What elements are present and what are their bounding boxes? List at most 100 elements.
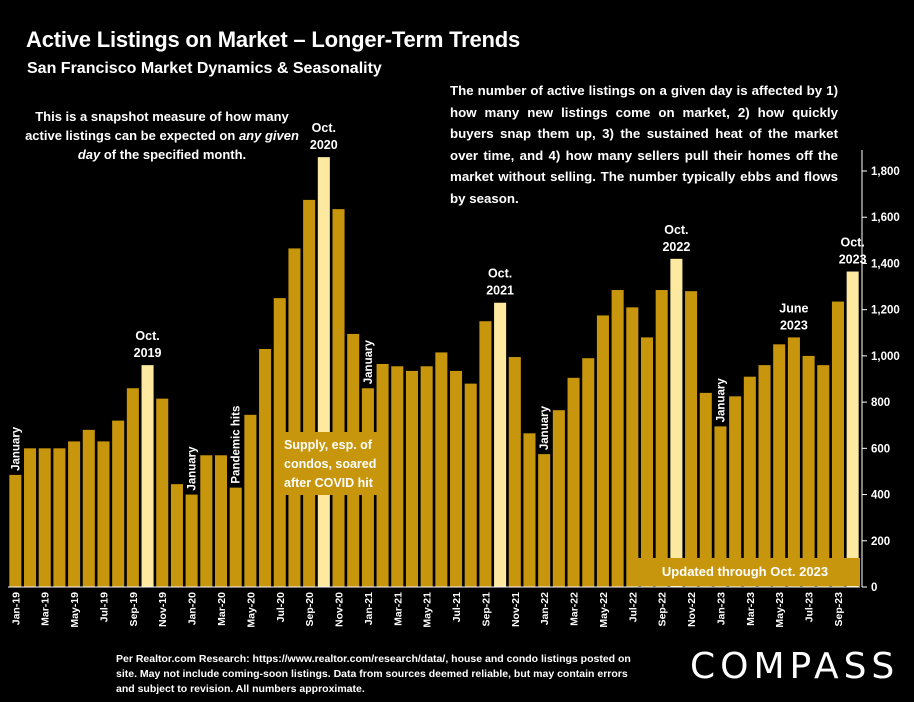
bar [112,420,125,587]
y-tick-label: 1,800 [871,166,900,178]
bar [126,388,139,587]
bar [435,352,448,587]
bar [567,377,580,587]
y-tick-label: 1,600 [871,212,900,224]
x-tick-label: Sep-20 [304,592,316,627]
bar [670,258,683,587]
bar [317,157,330,587]
bar [24,448,37,587]
bar [640,337,654,587]
bar [758,365,771,587]
source-footer: Per Realtor.com Research: https://www.re… [116,653,631,695]
updated-callout: Updated through Oct. 2023 [630,558,860,586]
bar [743,376,756,587]
bar [303,199,316,587]
x-tick-label: May-21 [422,592,434,628]
annotation-label: 2019 [134,346,162,360]
bar [655,290,668,587]
bar [831,301,844,587]
x-tick-label: Jan-19 [10,592,22,625]
supply-callout: Supply, esp. of condos, soared after COV… [278,432,388,495]
x-tick-label: Sep-19 [128,592,140,627]
x-tick-label: May-22 [598,592,610,628]
annotation-label: January [187,446,199,491]
bar [685,291,698,587]
bar [699,392,712,587]
y-tick-label: 800 [871,397,890,409]
annotation-label: 2022 [662,240,690,254]
bar [494,302,507,587]
x-tick-label: May-19 [69,592,81,628]
x-tick-label: Jan-22 [539,592,551,625]
x-tick-label: Mar-19 [40,592,52,626]
bar [170,484,183,587]
x-tick-label: Mar-22 [569,592,581,626]
bar [288,248,301,588]
annotation-label: Oct. [488,267,512,281]
x-tick-label: Sep-22 [657,592,669,627]
x-tick-label: Nov-20 [334,592,346,627]
annotation-label: Pandemic hits [231,406,243,484]
x-tick-label: Jan-21 [363,592,375,625]
compass-logo: COMPASS [690,646,900,687]
bar [729,396,742,587]
bar [405,370,418,587]
annotation-label: January [10,426,22,471]
bar [185,494,198,587]
bar [9,474,22,587]
bar [626,307,639,587]
x-tick-label: Mar-21 [392,592,404,626]
x-tick-label: May-20 [245,592,257,628]
y-tick-label: 400 [871,490,890,502]
bar [244,414,257,587]
explanation-note: The number of active listings on a given… [450,80,838,209]
annotation-label: January [363,340,375,385]
bar [596,315,609,587]
y-tick-label: 0 [871,582,877,594]
bar [787,337,800,587]
x-tick-label: Nov-19 [157,592,169,627]
bar [53,448,66,587]
annotation-label: Oct. [840,236,864,250]
annotation-label: June [779,301,808,315]
x-tick-label: Mar-20 [216,592,228,626]
annotation-label: Oct. [135,329,159,343]
x-tick-label: Jul-23 [804,592,816,623]
bar [141,365,154,587]
y-tick-label: 1,200 [871,305,900,317]
annotation-label: 2020 [310,138,338,152]
annotation-label: January [539,405,551,450]
chart-title: Active Listings on Market – Longer-Term … [26,27,521,52]
bar [214,455,228,587]
bar [450,370,463,587]
x-tick-label: Jul-20 [275,592,287,623]
bar [200,455,213,587]
bar [523,433,536,587]
x-tick-label: May-23 [774,592,786,628]
bar [846,271,859,587]
snapshot-note-text: This is a snapshot measure of how many a… [25,109,289,143]
annotation-label: Oct. [312,121,336,135]
bar [259,348,272,587]
y-tick-label: 600 [871,443,890,455]
y-tick-label: 1,400 [871,258,900,270]
bar [479,321,492,587]
annotation-label: 2023 [839,253,867,267]
x-tick-label: Sep-23 [833,592,845,627]
x-tick-label: Jan-23 [715,592,727,625]
bar [538,454,551,587]
bar [38,448,51,587]
annotation-label: January [715,378,727,423]
annotation-label: Oct. [664,223,688,237]
bar [156,398,169,587]
bar [817,365,830,587]
snapshot-note-text-end: of the specified month. [100,147,247,162]
bar [97,441,110,587]
bar [82,429,95,587]
x-tick-label: Jul-21 [451,592,463,623]
bar [420,366,433,587]
chart-subtitle: San Francisco Market Dynamics & Seasonal… [27,60,382,77]
bar [802,355,815,587]
x-tick-label: Sep-21 [480,592,492,627]
